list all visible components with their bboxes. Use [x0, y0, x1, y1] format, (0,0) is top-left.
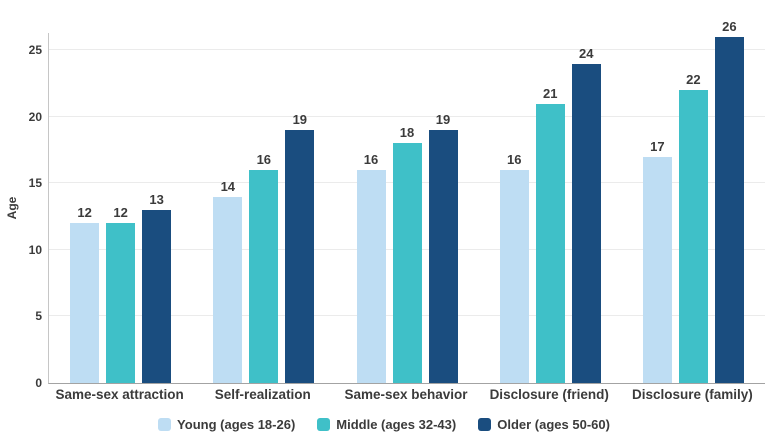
- bar-group: 16 18 19: [335, 33, 478, 383]
- bar: 13: [142, 192, 172, 383]
- legend-item: Older (ages 50-60): [478, 417, 610, 432]
- bar: 21: [535, 86, 565, 383]
- bar: 26: [714, 19, 744, 383]
- y-axis-ticks: 0 5 10 15 20 25: [0, 33, 42, 390]
- bar-value-label: 16: [256, 152, 272, 168]
- bar-value-label: 12: [77, 205, 92, 221]
- y-tick-label: 5: [35, 309, 42, 324]
- y-tick-label: 15: [28, 176, 42, 191]
- category-label: Disclosure (family): [632, 387, 753, 402]
- bar: 19: [428, 112, 458, 383]
- legend-label: Young (ages 18-26): [177, 417, 296, 432]
- bar-group: 14 16 19: [192, 33, 335, 383]
- bar: 16: [249, 152, 279, 383]
- bar-value-label: 26: [722, 19, 737, 34]
- legend-swatch: [478, 418, 492, 431]
- bar-value-label: 21: [542, 85, 558, 101]
- bar-groups: 12 12 13 14 16 19 16 18 19 16 21 24 17 22 26: [49, 19, 765, 383]
- bar: 17: [642, 139, 672, 383]
- bar: 19: [285, 112, 315, 383]
- bar: 16: [499, 152, 529, 383]
- bar-value-label: 19: [292, 112, 308, 128]
- category-label: Same-sex attraction: [55, 387, 184, 402]
- legend: Young (ages 18-26) Middle (ages 32-43) Old…: [0, 417, 768, 432]
- bar-value-label: 12: [113, 205, 128, 221]
- legend-item: Middle (ages 32-43): [317, 417, 456, 432]
- y-tick-label: 25: [28, 43, 42, 58]
- bar-group: 17 22 26: [622, 19, 765, 383]
- legend-swatch: [317, 418, 331, 431]
- gridline: [49, 49, 765, 51]
- category-label: Disclosure (friend): [489, 387, 609, 402]
- bar-group: 16 21 24: [479, 33, 622, 383]
- category-label: Self-realization: [214, 387, 311, 402]
- bar: 12: [106, 205, 136, 383]
- legend-item: Young (ages 18-26): [158, 417, 295, 432]
- plot-area: 12 12 13 14 16 19 16 18 19 16 21 24 17 22 26: [48, 19, 765, 384]
- bar-value-label: 19: [435, 112, 451, 128]
- bar: 12: [70, 205, 100, 383]
- bar: 24: [571, 46, 601, 383]
- bar-value-label: 17: [650, 138, 665, 154]
- y-tick-label: 10: [28, 242, 42, 257]
- legend-label: Middle (ages 32-43): [336, 417, 457, 432]
- legend-label: Older (ages 50-60): [497, 417, 610, 432]
- bar-value-label: 22: [686, 72, 701, 88]
- category-label: Same-sex behavior: [344, 387, 468, 402]
- y-tick-label: 20: [28, 109, 42, 124]
- bar-value-label: 16: [363, 152, 379, 168]
- bar-group: 12 12 13: [49, 33, 192, 383]
- gridline: [49, 115, 765, 117]
- bar-value-label: 18: [399, 125, 415, 141]
- bar-value-label: 24: [578, 45, 594, 61]
- bar-value-label: 16: [506, 152, 522, 168]
- legend-swatch: [158, 418, 172, 431]
- bar: 14: [213, 179, 243, 383]
- bar: 18: [392, 125, 422, 383]
- bar: 22: [678, 72, 708, 383]
- x-axis-labels: Same-sex attraction Self-realization Same-…: [48, 387, 764, 402]
- y-tick-label: 0: [35, 376, 42, 390]
- bar-value-label: 14: [220, 178, 236, 194]
- bar-value-label: 13: [149, 192, 164, 207]
- bar: 16: [356, 152, 386, 383]
